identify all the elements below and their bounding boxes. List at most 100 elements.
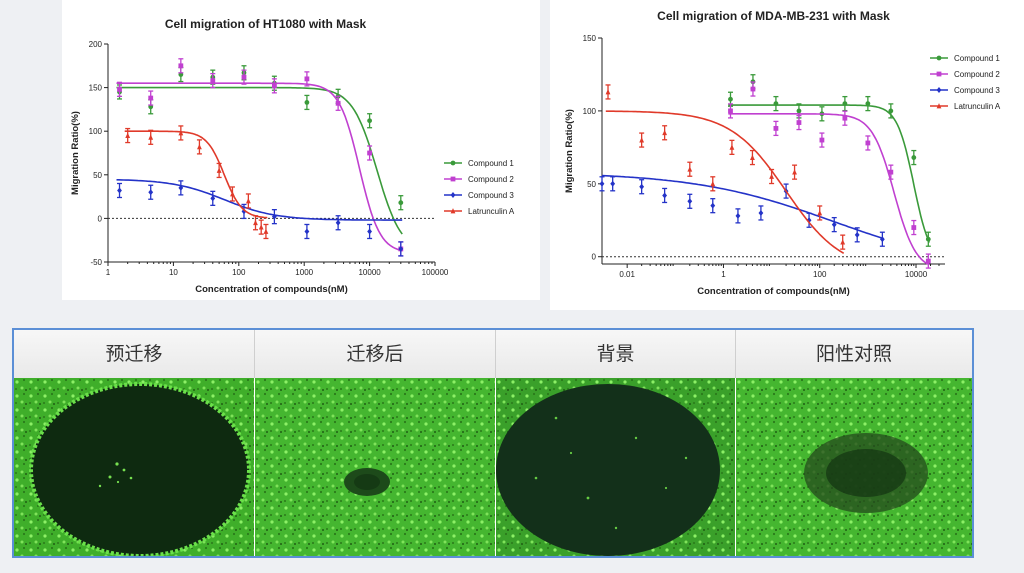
data-point — [605, 89, 611, 95]
header-background: 背景 — [496, 330, 735, 378]
micrograph-image — [736, 378, 972, 556]
header-post-migration: 迁移后 — [255, 330, 495, 378]
data-point — [687, 198, 693, 205]
data-point — [925, 258, 931, 264]
y-tick-label: 200 — [89, 40, 103, 49]
x-tick-label: 100000 — [422, 268, 449, 277]
data-point — [710, 202, 716, 209]
data-point — [210, 78, 216, 84]
legend-label: Compound 2 — [468, 175, 514, 184]
fit-curve — [728, 104, 931, 243]
data-point — [911, 225, 917, 230]
data-point — [758, 209, 764, 216]
fit-curve — [116, 86, 403, 235]
fit-curve — [116, 82, 403, 252]
series-latrunculin-a — [605, 84, 846, 254]
data-point — [662, 129, 668, 136]
data-point — [729, 144, 735, 150]
data-point — [750, 86, 756, 92]
y-axis-label: Migration Ratio(%) — [564, 109, 575, 193]
data-point — [610, 180, 616, 187]
legend-label: Compound 1 — [468, 159, 514, 168]
data-point — [687, 166, 693, 172]
x-tick-label: 0.01 — [619, 270, 635, 279]
data-point — [245, 198, 251, 204]
data-point — [769, 173, 774, 179]
data-point — [148, 134, 154, 140]
data-point — [241, 74, 247, 80]
legend-marker — [936, 103, 942, 109]
y-tick-label: 50 — [93, 171, 102, 180]
data-point — [879, 236, 885, 243]
data-point — [367, 150, 372, 156]
y-tick-label: 0 — [592, 253, 597, 262]
x-tick-label: 10000 — [905, 270, 928, 279]
legend-label: Latrunculin A — [468, 207, 515, 216]
y-tick-label: 150 — [89, 84, 103, 93]
data-point — [728, 108, 733, 114]
data-point — [398, 200, 404, 206]
data-point — [125, 132, 131, 138]
data-point — [263, 228, 269, 234]
legend-marker — [450, 176, 456, 182]
data-point — [888, 169, 894, 175]
series-compound-3 — [116, 179, 404, 257]
data-point — [117, 86, 122, 92]
legend-label: Compound 1 — [954, 54, 1000, 63]
x-axis-label: Concentration of compounds(nM) — [697, 286, 850, 297]
legend-marker — [936, 87, 942, 93]
data-point — [842, 115, 848, 121]
chart-mda-mb-231: Cell migration of MDA-MB-231 with Mask Co… — [564, 9, 1001, 297]
data-point — [854, 231, 860, 238]
header-pre-migration: 预迁移 — [14, 330, 254, 378]
legend-marker — [936, 71, 942, 77]
data-point — [230, 191, 235, 197]
chart-title: Cell migration of HT1080 with Mask — [165, 17, 367, 31]
fit-curve — [601, 174, 884, 240]
data-point — [178, 130, 184, 136]
data-point — [398, 245, 404, 252]
data-point — [831, 221, 837, 228]
fit-curve — [116, 179, 403, 221]
header-positive-control: 阳性对照 — [736, 330, 972, 378]
data-point — [817, 210, 823, 216]
legend-marker — [450, 160, 456, 166]
x-tick-label: 1000 — [295, 268, 313, 277]
data-point — [271, 83, 277, 89]
legend-label: Latrunculin A — [954, 102, 1001, 111]
data-point — [842, 101, 848, 107]
header-divider — [495, 330, 496, 378]
micrograph-image — [496, 378, 735, 556]
legend-label: Compound 3 — [954, 86, 1000, 95]
fit-curve — [728, 113, 930, 265]
x-tick-label: 1 — [106, 268, 111, 277]
data-point — [840, 239, 846, 245]
fit-curve — [605, 110, 845, 254]
y-tick-label: 100 — [89, 127, 103, 136]
data-point — [335, 219, 341, 226]
data-point — [925, 236, 931, 242]
chart-panel-ht1080: Cell migration of HT1080 with Mask Concen… — [62, 0, 540, 300]
data-point — [178, 63, 184, 69]
header-divider — [735, 330, 736, 378]
y-tick-label: 50 — [587, 180, 596, 189]
data-point — [253, 219, 258, 226]
series-compound-2 — [727, 81, 931, 269]
legend-marker — [450, 208, 456, 214]
data-point — [258, 224, 264, 230]
micrograph-positive-control — [736, 378, 972, 556]
x-tick-label: 10000 — [358, 268, 381, 277]
data-point — [639, 183, 645, 190]
data-point — [599, 180, 605, 187]
data-point — [750, 154, 755, 160]
data-point — [865, 101, 871, 107]
fit-curve — [124, 130, 268, 219]
y-tick-label: -50 — [90, 258, 102, 267]
micrograph-background — [496, 378, 735, 556]
series-latrunculin-a — [124, 125, 269, 240]
legend-marker — [450, 192, 456, 198]
data-point — [197, 143, 202, 150]
data-point — [710, 180, 716, 187]
legend-label: Compound 3 — [468, 191, 514, 200]
data-point — [773, 101, 779, 107]
